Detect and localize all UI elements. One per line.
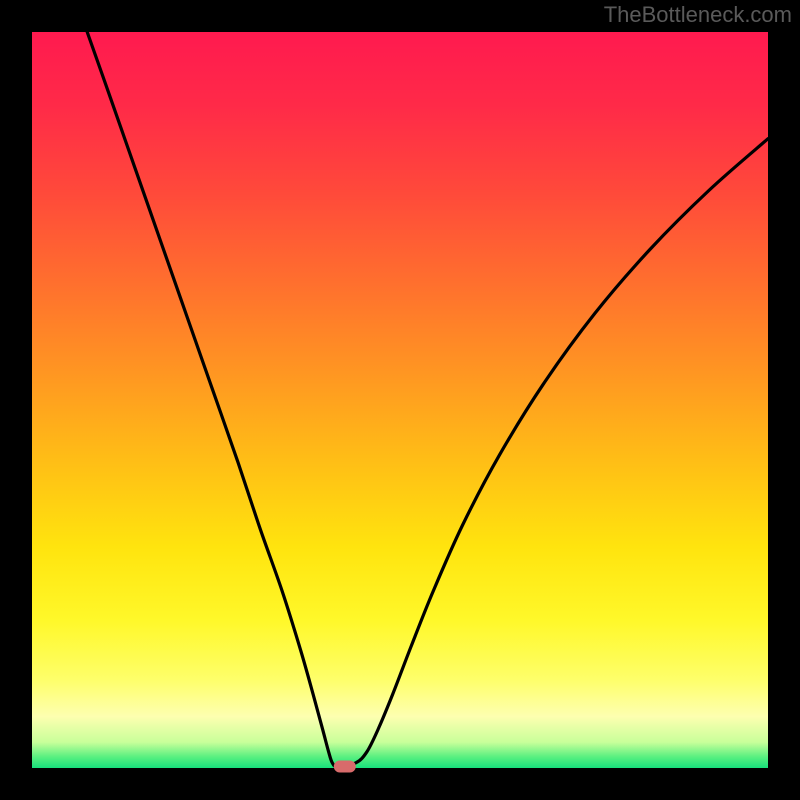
chart-container: TheBottleneck.com bbox=[0, 0, 800, 800]
watermark-text: TheBottleneck.com bbox=[604, 2, 792, 28]
bottleneck-chart bbox=[0, 0, 800, 800]
optimum-marker bbox=[334, 761, 356, 773]
plot-background bbox=[32, 32, 768, 768]
